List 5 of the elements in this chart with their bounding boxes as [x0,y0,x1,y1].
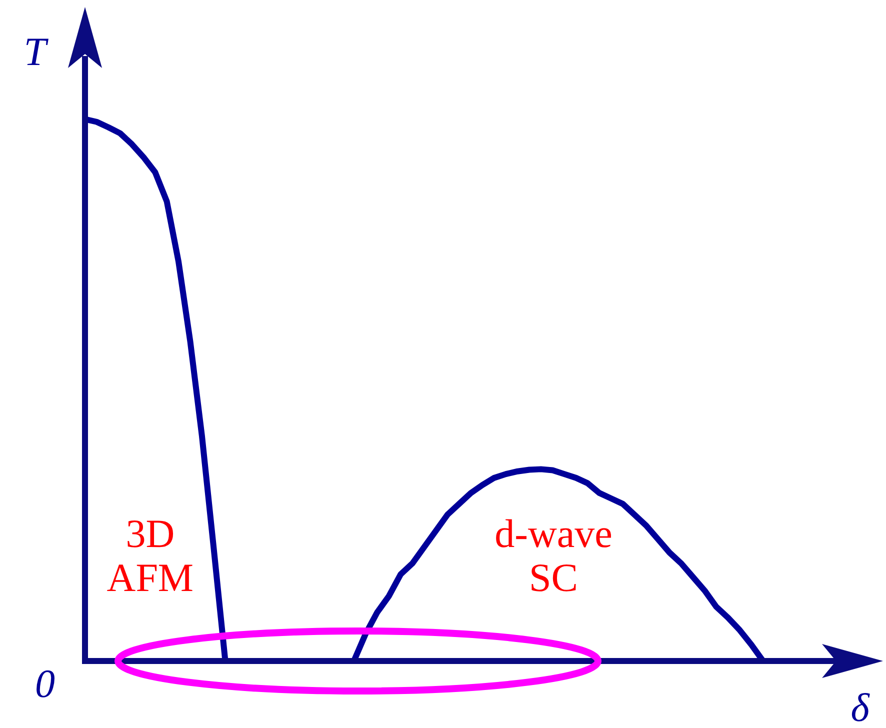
x-axis-title: δ [850,685,871,728]
y-axis-title: T [24,29,49,74]
series-label: 3D AFM [106,511,194,600]
series-label: d-wave SC [494,511,612,600]
text: 0 [35,661,55,706]
